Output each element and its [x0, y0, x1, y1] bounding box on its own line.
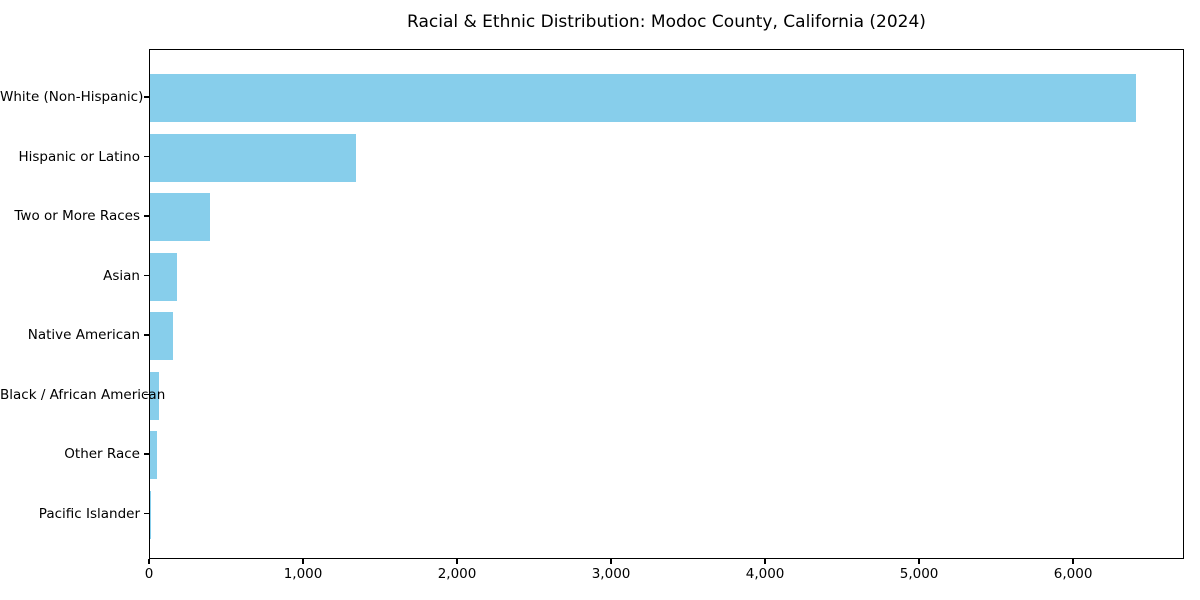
- x-tick-mark: [148, 559, 150, 564]
- x-tick-label: 2,000: [437, 566, 477, 582]
- x-tick-label: 0: [144, 566, 154, 582]
- bar-two-or-more-races: [150, 193, 211, 241]
- bar-hispanic-or-latino: [150, 133, 357, 182]
- category-label: Other Race: [64, 446, 140, 462]
- x-tick-label: 6,000: [1053, 566, 1093, 582]
- category-label: Asian: [103, 267, 140, 284]
- y-tick-mark: [144, 393, 149, 396]
- x-tick-mark: [764, 559, 766, 564]
- category-label: Two or More Races: [14, 208, 140, 224]
- y-tick-mark: [144, 215, 149, 217]
- x-tick-label: 4,000: [745, 566, 785, 582]
- bar-pacific-islander: [150, 490, 151, 539]
- plot-area: [149, 49, 1184, 559]
- y-tick-mark: [144, 96, 149, 98]
- x-tick-label: 1,000: [283, 566, 323, 582]
- chart-title: Racial & Ethnic Distribution: Modoc Coun…: [407, 12, 926, 32]
- x-tick-label: 3,000: [591, 566, 631, 582]
- y-tick-mark: [144, 334, 149, 336]
- bar-asian: [150, 252, 177, 301]
- category-label: Native American: [27, 327, 140, 343]
- y-tick-mark: [144, 512, 149, 515]
- category-label: Black / African American: [0, 386, 166, 403]
- category-label: Hispanic or Latino: [18, 148, 140, 165]
- bar-black-african-american: [150, 371, 159, 420]
- y-tick-mark: [144, 274, 149, 277]
- bar-other-race: [150, 431, 157, 479]
- category-label: White (Non-Hispanic): [0, 89, 144, 105]
- x-tick-mark: [918, 559, 920, 564]
- y-tick-mark: [144, 453, 149, 455]
- x-tick-mark: [1072, 559, 1074, 564]
- category-label: Pacific Islander: [38, 505, 140, 522]
- y-tick-mark: [144, 155, 149, 158]
- bar-native-american: [150, 312, 174, 360]
- bar-white-non-hispanic: [150, 74, 1136, 122]
- x-tick-mark: [302, 559, 304, 564]
- x-tick-mark: [456, 559, 458, 564]
- x-tick-label: 5,000: [899, 566, 939, 582]
- x-tick-mark: [610, 559, 612, 564]
